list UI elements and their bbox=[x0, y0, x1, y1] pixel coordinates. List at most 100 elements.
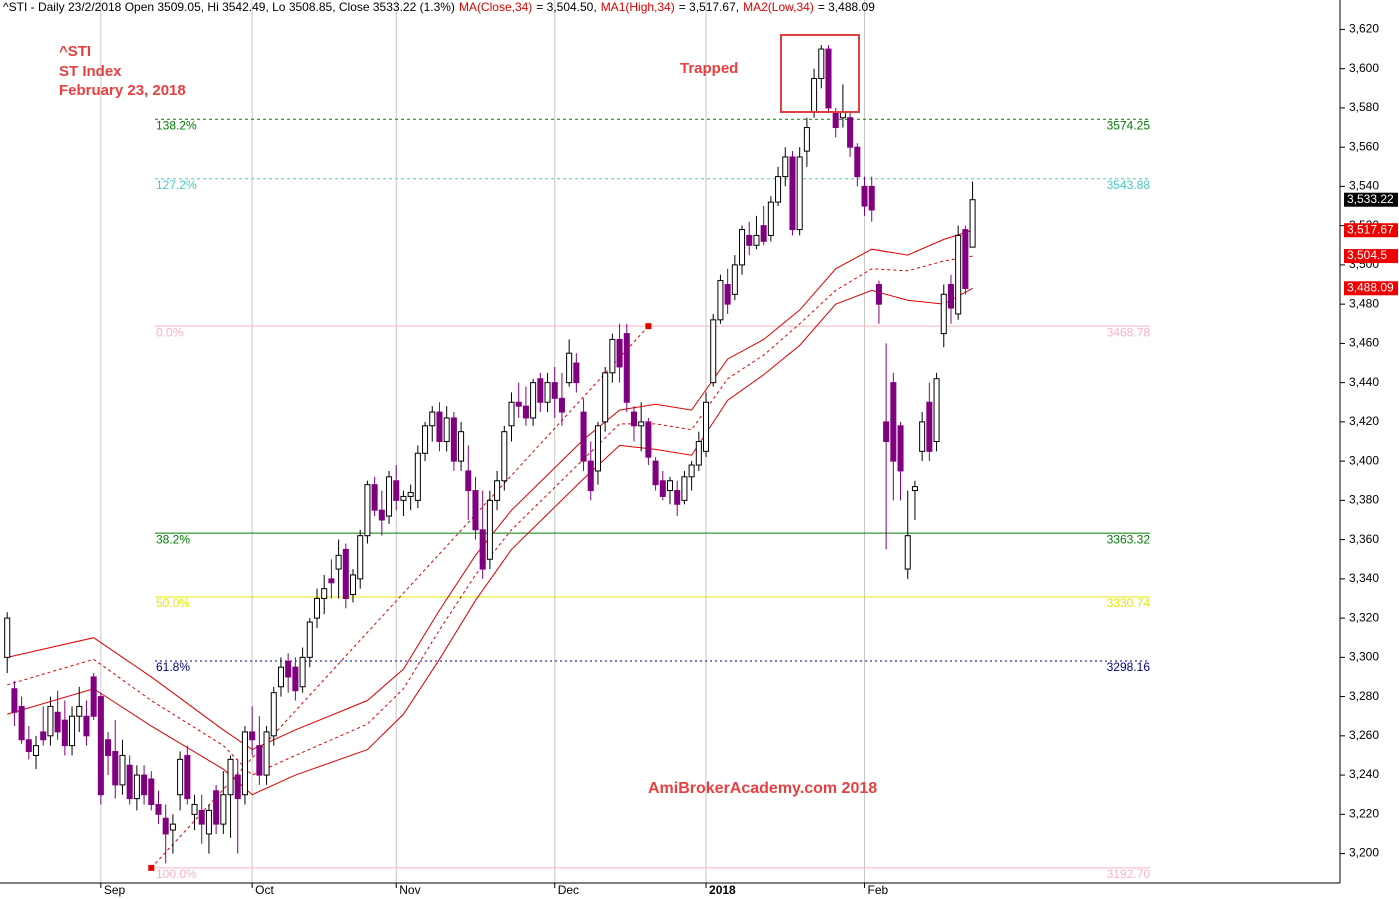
y-tick-label: 3,440 bbox=[1349, 375, 1379, 389]
candle-body bbox=[753, 234, 760, 246]
candle-body bbox=[148, 778, 155, 806]
y-tick-label: 3,360 bbox=[1349, 532, 1379, 546]
candle-body bbox=[558, 397, 565, 413]
candle-body bbox=[494, 480, 501, 501]
candle-body bbox=[349, 574, 357, 596]
y-tick-label: 3,260 bbox=[1349, 728, 1379, 742]
y-tick-label: 3,380 bbox=[1349, 493, 1379, 507]
y-tick-label: 3,240 bbox=[1349, 767, 1379, 781]
candle-body bbox=[782, 156, 789, 178]
candle-body bbox=[335, 554, 342, 570]
value-badge-label: 3,488.09 bbox=[1347, 280, 1394, 294]
candle-body bbox=[940, 293, 947, 335]
candle-body bbox=[868, 185, 875, 211]
candle-body bbox=[342, 548, 349, 599]
header-part: ^STI - Daily 23/2/2018 Open 3509.05, Hi … bbox=[3, 0, 455, 14]
y-tick-label: 3,620 bbox=[1349, 22, 1379, 36]
candle-body bbox=[11, 688, 18, 713]
x-tick-label: Sep bbox=[104, 883, 126, 897]
value-badge bbox=[1344, 281, 1398, 296]
candle-body bbox=[90, 676, 97, 717]
fib-label: 0.0% bbox=[156, 325, 184, 339]
y-tick-label: 3,280 bbox=[1349, 689, 1379, 703]
candle-body bbox=[969, 199, 976, 248]
header-part: MA2(Low,34) bbox=[743, 0, 814, 14]
candle-body bbox=[155, 804, 162, 815]
trapped-label: Trapped bbox=[680, 60, 738, 77]
candle-body bbox=[177, 758, 184, 796]
value-badge-label: 3,504.5 bbox=[1347, 248, 1387, 262]
header-part: = 3,517.67, bbox=[679, 0, 739, 14]
candle-body bbox=[357, 535, 364, 580]
candle-body bbox=[630, 411, 637, 427]
x-tick-label: Nov bbox=[399, 883, 420, 897]
candle-body bbox=[450, 417, 457, 462]
candle-body bbox=[393, 480, 400, 501]
candle-body bbox=[818, 48, 825, 79]
annotation: February 23, 2018 bbox=[59, 82, 186, 99]
candle-body bbox=[184, 754, 191, 800]
candle-body bbox=[811, 77, 818, 113]
candle-body bbox=[919, 421, 926, 452]
candle-body bbox=[501, 431, 508, 482]
candle-body bbox=[378, 509, 385, 521]
candle-body bbox=[616, 338, 623, 368]
candle-body bbox=[508, 401, 515, 427]
candle-body bbox=[234, 774, 241, 800]
value-badge bbox=[1344, 192, 1398, 207]
candle-body bbox=[602, 372, 609, 423]
candle-body bbox=[47, 705, 54, 737]
candle-body bbox=[169, 823, 176, 831]
candle-body bbox=[861, 185, 868, 207]
candle-body bbox=[25, 739, 32, 753]
candle-body bbox=[227, 758, 234, 796]
trapped-box bbox=[780, 34, 860, 113]
header: ^STI - Daily 23/2/2018 Open 3509.05, Hi … bbox=[3, 0, 875, 14]
x-tick-label: Oct bbox=[255, 883, 274, 897]
header-part: MA1(High,34) bbox=[601, 0, 675, 14]
trendline bbox=[150, 325, 649, 869]
candle-body bbox=[458, 431, 465, 462]
candle-body bbox=[61, 719, 68, 747]
candle-body bbox=[400, 495, 407, 501]
candle-body bbox=[141, 774, 148, 796]
candle-body bbox=[674, 490, 681, 505]
x-tick-label: Dec bbox=[558, 883, 579, 897]
candle-body bbox=[285, 660, 292, 678]
candle-body bbox=[703, 401, 710, 452]
candle-body bbox=[883, 421, 890, 442]
candle-body bbox=[270, 692, 277, 737]
candle-body bbox=[306, 621, 313, 658]
fib-label: 50.0% bbox=[156, 596, 190, 610]
candle-body bbox=[609, 338, 616, 374]
candle-body bbox=[83, 715, 90, 737]
candle-body bbox=[537, 378, 544, 403]
fib-label: 138.2% bbox=[156, 118, 197, 132]
fib-value: 3468.78 bbox=[1107, 325, 1151, 339]
candle-body bbox=[854, 146, 861, 178]
watermark: AmiBrokerAcademy.com 2018 bbox=[648, 780, 877, 797]
y-tick-label: 3,400 bbox=[1349, 453, 1379, 467]
y-tick-label: 3,560 bbox=[1349, 139, 1379, 153]
candle-body bbox=[551, 382, 558, 399]
candle-body bbox=[328, 578, 335, 584]
candle-body bbox=[796, 156, 803, 231]
candle-body bbox=[767, 201, 774, 236]
candle-body bbox=[4, 617, 11, 658]
trendline-point bbox=[148, 864, 155, 871]
candle-body bbox=[659, 480, 666, 497]
candle-body bbox=[911, 486, 918, 492]
candle-body bbox=[422, 425, 429, 454]
candle-body bbox=[746, 234, 753, 246]
candle-body bbox=[105, 739, 112, 756]
candle-body bbox=[263, 731, 270, 776]
fib-value: 3574.25 bbox=[1107, 118, 1151, 132]
candle-body bbox=[414, 452, 421, 501]
candle-body bbox=[429, 411, 436, 427]
candle-body bbox=[69, 715, 76, 747]
candle-body bbox=[407, 492, 414, 497]
candle-body bbox=[666, 480, 674, 492]
candle-body bbox=[241, 731, 248, 796]
y-tick-label: 3,600 bbox=[1349, 61, 1379, 75]
